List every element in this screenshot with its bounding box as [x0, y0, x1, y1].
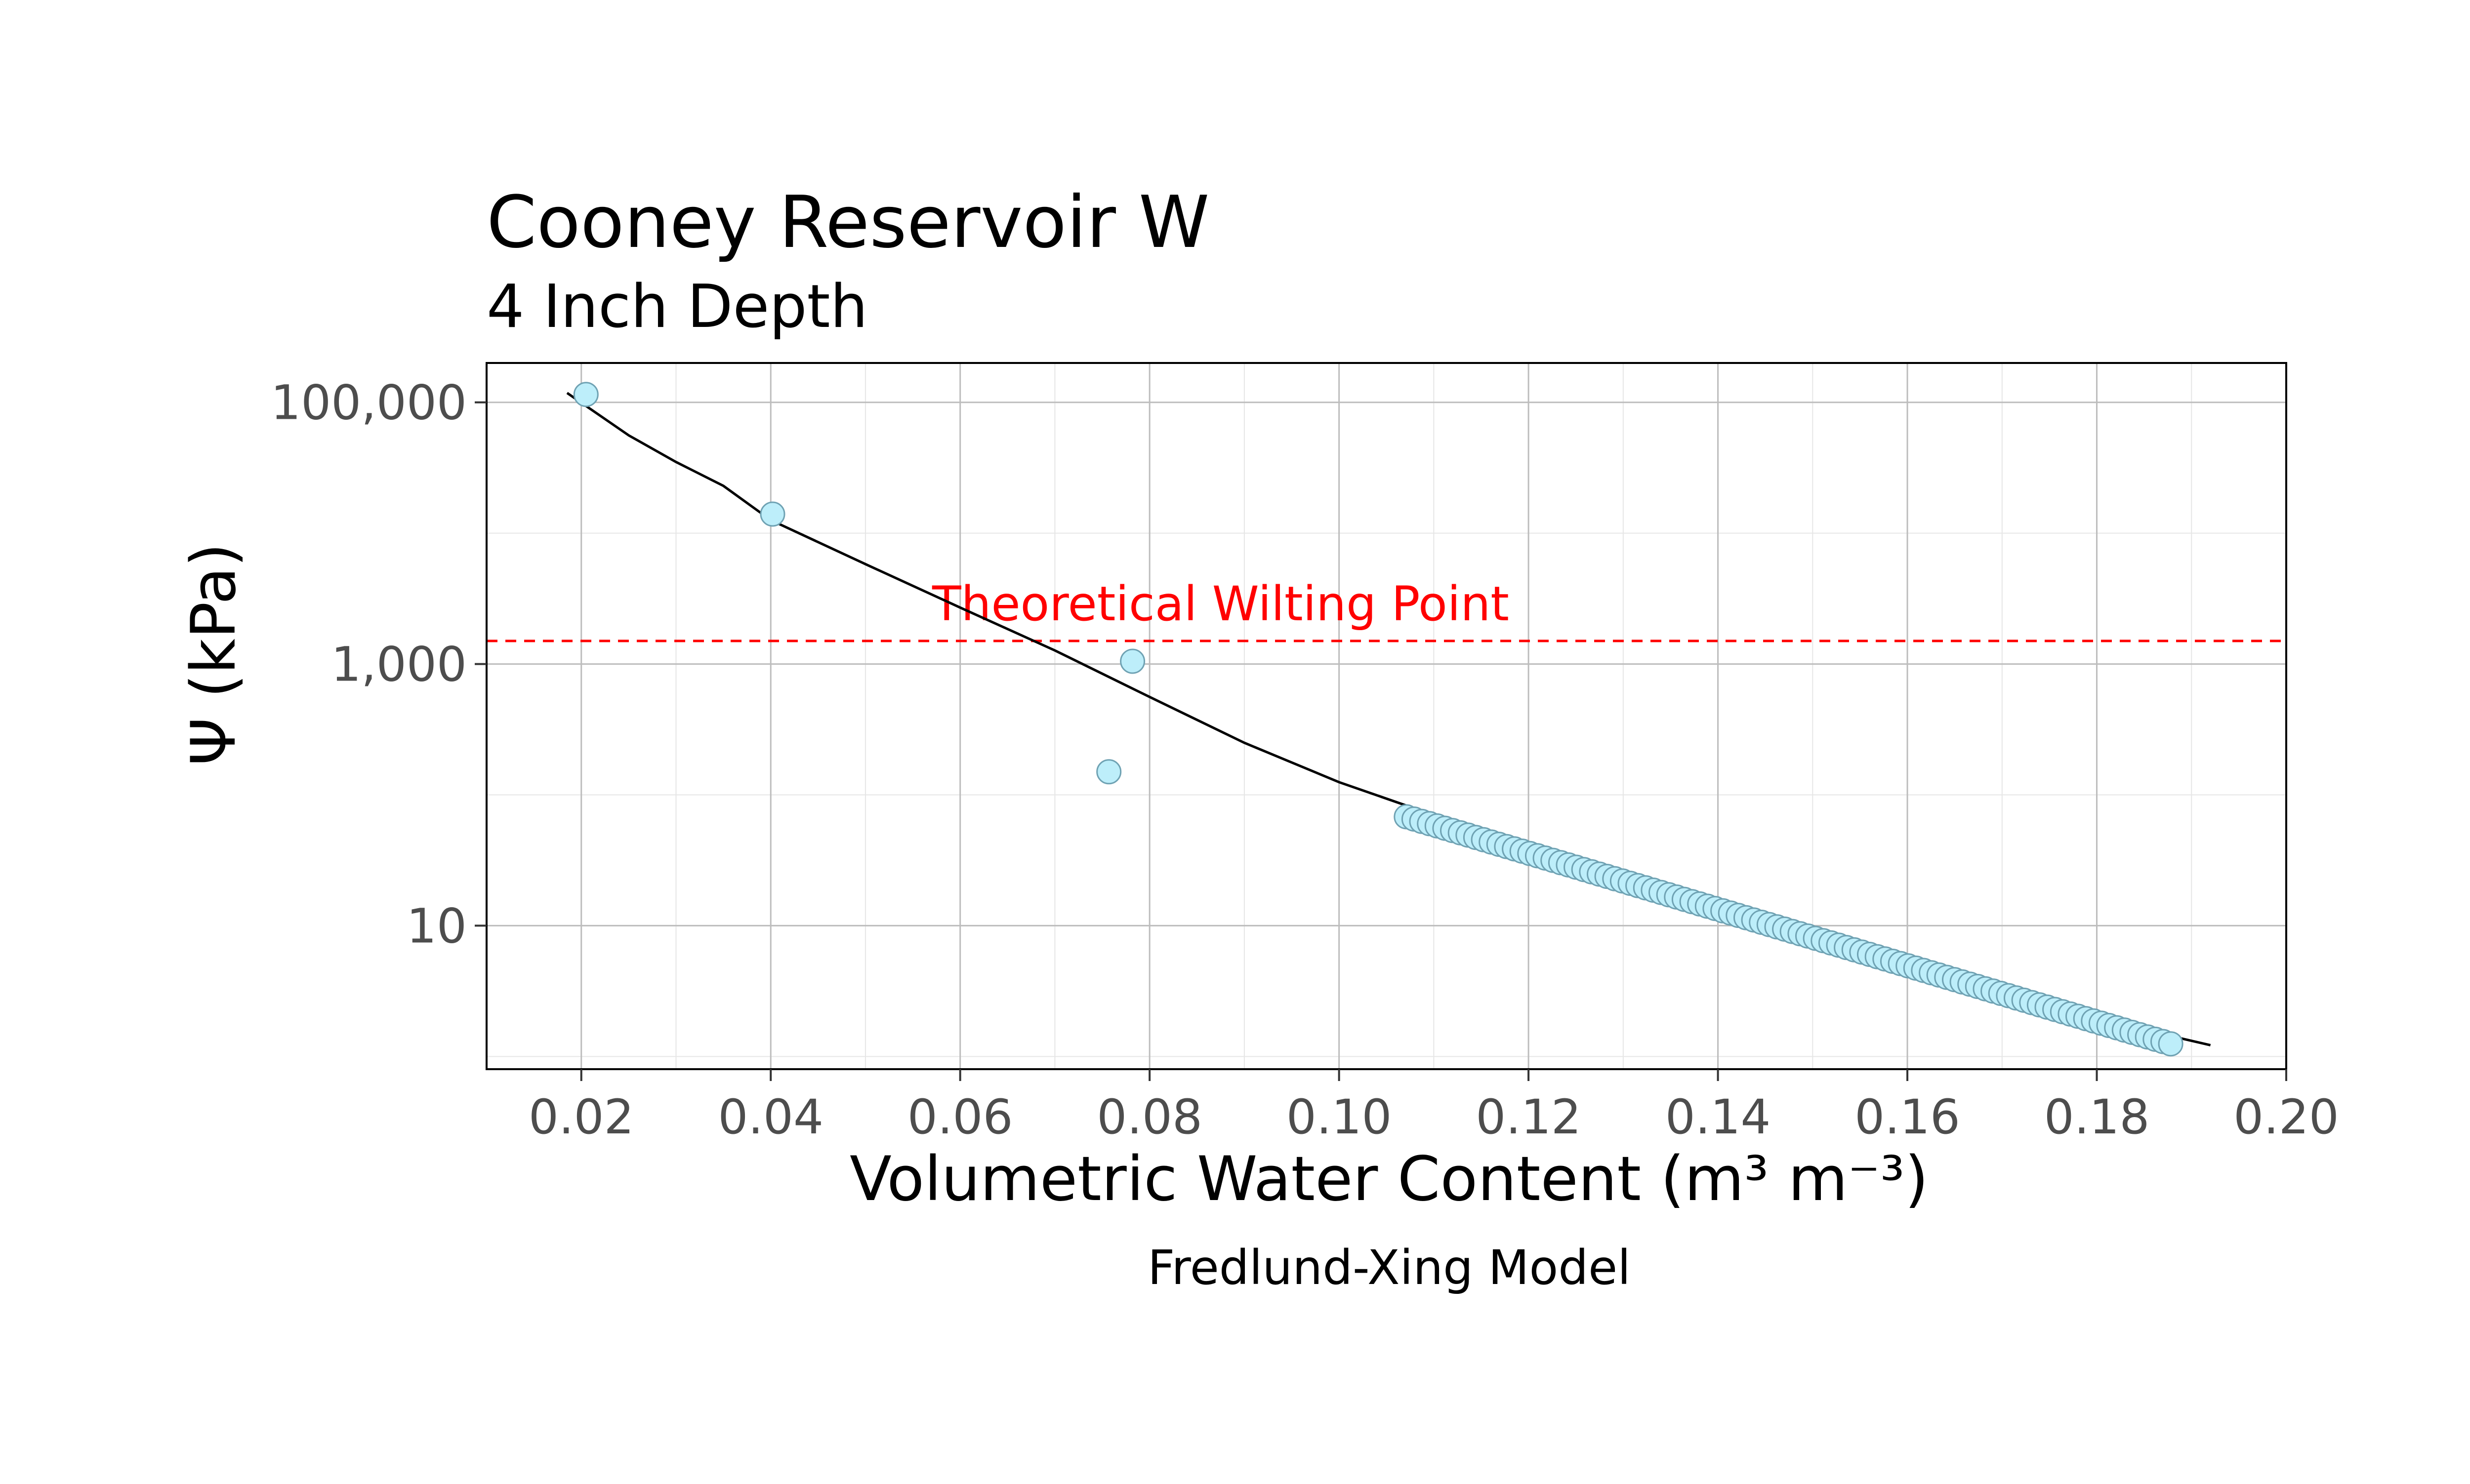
x-tick-label: 0.18 — [2044, 1089, 2150, 1145]
x-tick-label: 0.20 — [2233, 1089, 2339, 1145]
x-tick-label: 0.10 — [1286, 1089, 1392, 1145]
y-tick-label: 10 — [407, 898, 467, 954]
observed-point — [1096, 759, 1122, 785]
x-tick-label: 0.02 — [529, 1089, 634, 1145]
observed-point — [1120, 648, 1146, 674]
wilting-point-label: Theoretical Wilting Point — [932, 576, 1509, 632]
y-tick-label: 1,000 — [331, 637, 467, 692]
points-layer — [573, 382, 2183, 1057]
chart-title: Cooney Reservoir W — [487, 181, 1209, 264]
observed-point — [573, 382, 599, 407]
data-point — [2158, 1031, 2183, 1057]
chart-caption: Fredlund-Xing Model — [1148, 1240, 1631, 1295]
x-tick-label: 0.06 — [907, 1089, 1013, 1145]
y-tick-label: 100,000 — [271, 375, 467, 431]
reference-line-layer: Theoretical Wilting Point — [487, 576, 2286, 642]
x-axis: 0.02 0.04 0.06 0.08 0.10 0.12 0.14 0.16 0.18 0.20 — [529, 1069, 2339, 1145]
y-axis-title: Ψ (kPa) — [178, 543, 249, 766]
x-tick-label: 0.04 — [718, 1089, 823, 1145]
observed-point — [760, 501, 785, 527]
chart-subtitle: 4 Inch Depth — [487, 273, 868, 341]
x-tick-label: 0.14 — [1665, 1089, 1771, 1145]
panel-border — [486, 362, 2287, 1070]
x-tick-label: 0.12 — [1476, 1089, 1581, 1145]
x-tick-label: 0.16 — [1854, 1089, 1960, 1145]
y-axis: 10 1,000 100,000 — [271, 375, 487, 954]
x-axis-title: Volumetric Water Content (m³ m⁻³) — [850, 1144, 1929, 1215]
x-tick-label: 0.08 — [1097, 1089, 1202, 1145]
